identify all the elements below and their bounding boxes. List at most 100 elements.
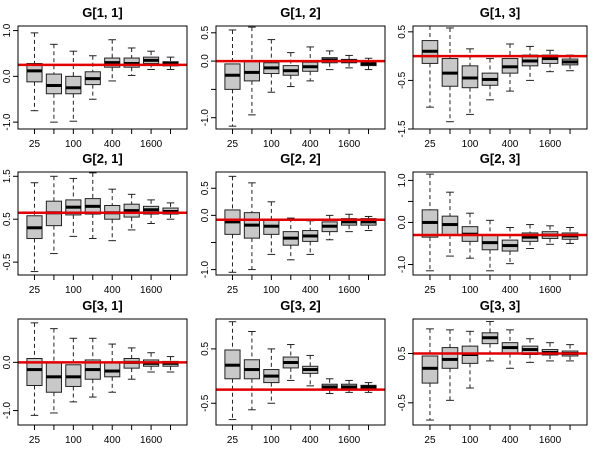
box-3200 bbox=[561, 54, 579, 72]
box-200 bbox=[481, 219, 499, 272]
x-tick-label: 25 bbox=[29, 285, 41, 296]
plot-frame bbox=[17, 318, 188, 426]
plot-frame bbox=[215, 25, 386, 130]
x-tick-label: 25 bbox=[29, 139, 41, 150]
x-tick-label: 400 bbox=[104, 435, 121, 446]
box-1600 bbox=[541, 342, 559, 362]
box-body bbox=[45, 73, 62, 95]
box-3200 bbox=[162, 356, 179, 373]
box-800 bbox=[123, 47, 140, 76]
box-200 bbox=[84, 337, 101, 398]
y-tick-label: 0.5 bbox=[200, 181, 211, 195]
box-800 bbox=[521, 338, 539, 363]
box-200 bbox=[282, 344, 299, 381]
y-tick-label: -0.5 bbox=[397, 394, 408, 412]
y-tick-label: -0.5 bbox=[2, 253, 13, 271]
box-400 bbox=[104, 39, 121, 82]
box-25 bbox=[26, 322, 43, 416]
box-25 bbox=[421, 328, 439, 421]
box-200 bbox=[481, 320, 499, 362]
panel-title: G[2, 1] bbox=[82, 151, 122, 166]
y-tick-label: -1.0 bbox=[200, 109, 211, 127]
panel-3-1: G[3, 1] -1.0 0.0 25 100 400 1600 bbox=[2, 298, 188, 446]
box-100 bbox=[263, 348, 280, 404]
x-tick-label: 25 bbox=[29, 435, 41, 446]
plot-frame bbox=[412, 171, 588, 276]
x-tick-label: 100 bbox=[263, 285, 280, 296]
box-body bbox=[65, 75, 82, 95]
x-tick-label: 1600 bbox=[140, 435, 163, 446]
box-200 bbox=[84, 172, 101, 240]
box-50 bbox=[243, 331, 260, 411]
panel-1-1: G[1, 1] -1.0 0.0 1.0 25 100 400 1600 bbox=[2, 5, 188, 150]
box-50 bbox=[45, 175, 62, 255]
box-1600 bbox=[341, 379, 358, 393]
box-800 bbox=[521, 45, 539, 81]
box-400 bbox=[302, 46, 319, 82]
panel-2-3: G[2, 3] -1.0 0.0 1.0 25 100 400 1600 bbox=[397, 151, 588, 296]
plot-frame bbox=[215, 318, 386, 426]
box-800 bbox=[321, 214, 338, 241]
panel-1-2: G[1, 2] -1.0 0.0 0.5 25 100 400 1600 bbox=[200, 5, 386, 150]
box-400 bbox=[302, 354, 319, 387]
x-tick-label: 1600 bbox=[140, 285, 163, 296]
x-tick-label: 100 bbox=[462, 139, 479, 150]
x-tick-label: 25 bbox=[424, 139, 436, 150]
y-tick-label: 0.0 bbox=[397, 215, 408, 229]
x-tick-label: 100 bbox=[462, 285, 479, 296]
y-tick-label: 0.0 bbox=[2, 355, 13, 369]
x-tick-label: 25 bbox=[424, 435, 436, 446]
box-100 bbox=[263, 39, 280, 93]
panel-title: G[3, 3] bbox=[480, 298, 520, 313]
plot-frame bbox=[215, 171, 386, 276]
box-50 bbox=[243, 26, 260, 116]
x-tick-label: 100 bbox=[65, 139, 82, 150]
box-400 bbox=[501, 226, 519, 265]
box-25 bbox=[421, 25, 439, 108]
x-tick-label: 1600 bbox=[338, 139, 361, 150]
panel-3-3: G[3, 3] -0.5 0.5 25 100 400 1600 bbox=[397, 298, 588, 446]
y-tick-label: 1.0 bbox=[2, 23, 13, 37]
x-tick-label: 25 bbox=[227, 285, 239, 296]
plot-frame bbox=[17, 171, 188, 276]
y-tick-label: 0.0 bbox=[200, 54, 211, 68]
y-tick-label: 1.0 bbox=[397, 173, 408, 187]
box-25 bbox=[224, 29, 241, 127]
box-25 bbox=[26, 182, 43, 273]
y-tick-label: -1.0 bbox=[397, 255, 408, 273]
x-tick-label: 1600 bbox=[539, 435, 562, 446]
box-50 bbox=[441, 191, 459, 257]
box-25 bbox=[26, 32, 43, 112]
box-25 bbox=[421, 173, 439, 272]
box-800 bbox=[521, 224, 539, 250]
box-1600 bbox=[341, 213, 358, 233]
x-tick-label: 25 bbox=[227, 435, 239, 446]
box-25 bbox=[224, 321, 241, 421]
panel-title: G[1, 3] bbox=[480, 5, 520, 20]
x-tick-label: 1600 bbox=[338, 435, 361, 446]
plot-frame bbox=[412, 318, 588, 426]
y-tick-label: 0.5 bbox=[397, 24, 408, 38]
box-body bbox=[26, 63, 43, 83]
box-100 bbox=[461, 48, 479, 115]
panel-title: G[3, 1] bbox=[82, 298, 122, 313]
box-50 bbox=[243, 182, 260, 271]
box-100 bbox=[461, 330, 479, 389]
panel-title: G[1, 1] bbox=[82, 5, 122, 20]
y-tick-label: -1.0 bbox=[200, 261, 211, 279]
box-1600 bbox=[143, 199, 160, 224]
box-50 bbox=[45, 328, 62, 414]
y-tick-label: 0.0 bbox=[200, 208, 211, 222]
box-3200 bbox=[162, 56, 179, 70]
box-400 bbox=[104, 343, 121, 393]
box-100 bbox=[65, 177, 82, 237]
x-tick-label: 400 bbox=[502, 285, 519, 296]
y-tick-label: -0.5 bbox=[397, 71, 408, 89]
box-50 bbox=[441, 27, 459, 123]
y-tick-label: -1.0 bbox=[2, 113, 13, 131]
y-tick-label: 1.5 bbox=[2, 169, 13, 183]
box-200 bbox=[282, 52, 299, 88]
x-tick-label: 400 bbox=[104, 285, 121, 296]
plot-frame bbox=[17, 25, 188, 130]
